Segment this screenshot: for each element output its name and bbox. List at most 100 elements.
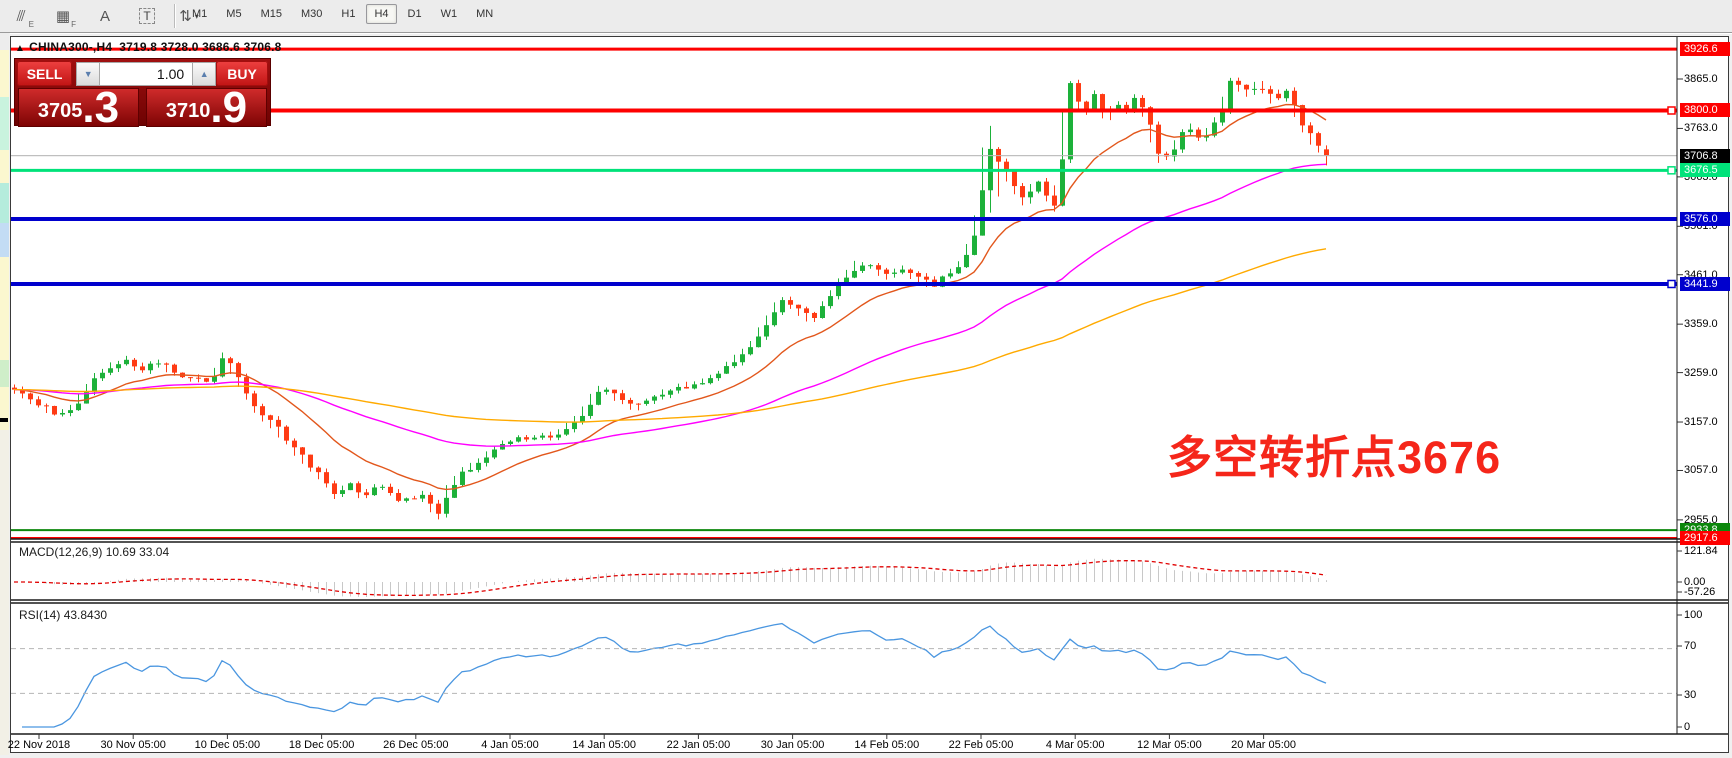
time-axis-label: 26 Dec 05:00 (383, 739, 449, 751)
timeframe-button-mn[interactable]: MN (476, 8, 494, 20)
price-axis-label: 3057.0 (1684, 464, 1718, 477)
chart-annotation: 多空转折点3676 (1167, 432, 1502, 483)
price-axis-label: 3359.0 (1684, 318, 1718, 331)
timeframe-button-h1[interactable]: H1 (341, 8, 356, 20)
left-panel-strip (0, 33, 10, 758)
macd-axis-label: 0.00 (1684, 576, 1706, 588)
time-axis-label: 12 Mar 05:00 (1136, 739, 1202, 751)
time-axis-label: 18 Dec 05:00 (288, 739, 355, 751)
strip-band (0, 97, 9, 150)
toolbar: ⫻ E ▦ F A T ⇅ ▾ M1 M5 M15 M30 H1 H4 D1 W1 MN (0, 0, 1732, 34)
toolbar-separator (174, 4, 176, 28)
time-axis-label: 30 Jan 05:00 (760, 739, 825, 751)
price-badge-3800.0: 3800.0 (1680, 103, 1730, 118)
fibonacci-icon[interactable]: ▦ F (50, 4, 76, 29)
equidistant-channel-icon-glyph: ⫻ (16, 7, 26, 25)
strip-band (0, 223, 9, 257)
price-axis-label: 3763.0 (1684, 122, 1718, 135)
rsi-axis-label: 30 (1684, 689, 1697, 701)
trade-panel-top: SELL ▼ 1.00 ▲ BUY (15, 59, 270, 88)
price-axis-label: 2955.0 (1684, 513, 1718, 526)
time-axis-label: 14 Jan 05:00 (572, 739, 636, 751)
arrows-icon-glyph: ⇅ (179, 8, 192, 25)
chart-surface[interactable] (11, 37, 1728, 752)
tool-icons: ⫻ E ▦ F A T ⇅ ▾ (8, 2, 202, 30)
macd-values: 10.69 33.04 (105, 545, 170, 559)
buy-price-main: 3710 (165, 100, 211, 122)
price-axis-label: 3259.0 (1684, 366, 1718, 379)
strip-band (0, 150, 9, 183)
macd-name: MACD(12,26,9) (19, 545, 103, 559)
fibonacci-icon-glyph: ▦ (55, 8, 71, 25)
volume-decrease-button[interactable]: ▼ (76, 61, 101, 86)
timeframe-button-m5[interactable]: M5 (226, 8, 242, 20)
trade-panel-prices: 3705.3 3710.9 (15, 82, 270, 132)
timeframe-button-m30[interactable]: M30 (300, 8, 323, 20)
time-axis-label: 22 Jan 05:00 (666, 739, 731, 751)
symbol-marker-icon: ▲ (15, 43, 26, 54)
price-badge-3576.0: 3576.0 (1680, 212, 1730, 227)
strip-band (0, 50, 9, 97)
volume-input[interactable]: 1.00 (100, 61, 193, 86)
time-axis-label: 4 Jan 05:00 (481, 739, 539, 751)
strip-band (0, 33, 9, 50)
sell-button[interactable]: SELL (17, 61, 73, 86)
buy-price[interactable]: 3710.9 (146, 82, 267, 132)
strip-band (0, 430, 9, 755)
strip-mark (0, 418, 8, 422)
time-axis-label: 10 Dec 05:00 (194, 739, 261, 751)
macd-axis-label: 121.84 (1684, 545, 1718, 557)
timeframe-button-m15[interactable]: M15 (260, 8, 282, 20)
buy-button[interactable]: BUY (216, 61, 268, 86)
time-axis-label: 20 Mar 05:00 (1231, 739, 1296, 751)
rsi-pane-label: RSI(14) 43.8430 (19, 608, 107, 622)
rsi-axis-label: 0 (1684, 721, 1691, 733)
price-badge-3441.9: 3441.9 (1680, 276, 1730, 291)
rsi-name: RSI(14) (19, 608, 61, 622)
rsi-value: 43.8430 (63, 608, 108, 622)
buy-price-frac: .9 (210, 82, 248, 132)
trade-panel: SELL ▼ 1.00 ▲ BUY 3705.3 3710.9 (14, 58, 271, 132)
symbol-ohlc: 3719.8 3728.0 3686.6 3706.8 (119, 40, 282, 54)
time-axis-label: 22 Nov 2018 (7, 739, 71, 751)
macd-pane-label: MACD(12,26,9) 10.69 33.04 (19, 545, 169, 559)
timeframe-button-w1[interactable]: W1 (440, 8, 458, 20)
equidistant-channel-icon[interactable]: ⫻ E (8, 4, 34, 30)
dropdown-caret-icon: ▾ (194, 11, 199, 21)
text-box-icon[interactable]: T (134, 4, 160, 28)
strip-band (0, 360, 9, 387)
price-badge-3926.6: 3926.6 (1680, 42, 1730, 57)
timeframe-row: M1 M5 M15 M30 H1 H4 D1 W1 MN (184, 4, 501, 24)
timeframe-button-h4[interactable]: H4 (366, 4, 397, 24)
text-box-icon-glyph: T (139, 8, 155, 24)
rsi-axis-label: 100 (1684, 609, 1703, 621)
strip-band (0, 387, 9, 430)
symbol-header: ▲ CHINA300-,H4 3719.8 3728.0 3686.6 3706.… (15, 40, 282, 54)
strip-band (0, 183, 9, 223)
text-label-icon[interactable]: A (92, 4, 118, 28)
price-badge-2917.6: 2917.6 (1680, 531, 1730, 545)
fibonacci-icon-sub: F (71, 20, 76, 29)
symbol-title: CHINA300-,H4 (29, 40, 113, 54)
volume-spinner: ▼ 1.00 ▲ (76, 61, 217, 86)
price-badge-3676.5: 3676.5 (1680, 163, 1730, 178)
price-badge-3706.8: 3706.8 (1680, 148, 1730, 163)
chart-window: ▲ CHINA300-,H4 3719.8 3728.0 3686.6 3706.… (8, 36, 1730, 753)
text-label-icon-glyph: A (99, 7, 110, 25)
time-axis-label: 4 Mar 05:00 (1045, 739, 1105, 751)
volume-increase-button[interactable]: ▲ (192, 61, 217, 86)
sell-price[interactable]: 3705.3 (18, 82, 139, 132)
timeframe-button-m1[interactable]: M1 (192, 8, 208, 20)
arrows-icon[interactable]: ⇅ ▾ (176, 4, 202, 28)
sell-price-frac: .3 (82, 82, 120, 132)
time-axis-label: 22 Feb 05:00 (948, 739, 1014, 751)
strip-band (0, 257, 9, 360)
price-axis-label: 3157.0 (1684, 416, 1718, 429)
equidistant-channel-icon-sub: E (28, 20, 34, 29)
rsi-axis-label: 70 (1684, 640, 1697, 652)
time-axis-label: 30 Nov 05:00 (100, 739, 166, 751)
macd-axis-label: -57.26 (1684, 586, 1716, 598)
sell-price-main: 3705 (37, 100, 83, 122)
timeframe-button-d1[interactable]: D1 (407, 8, 422, 20)
